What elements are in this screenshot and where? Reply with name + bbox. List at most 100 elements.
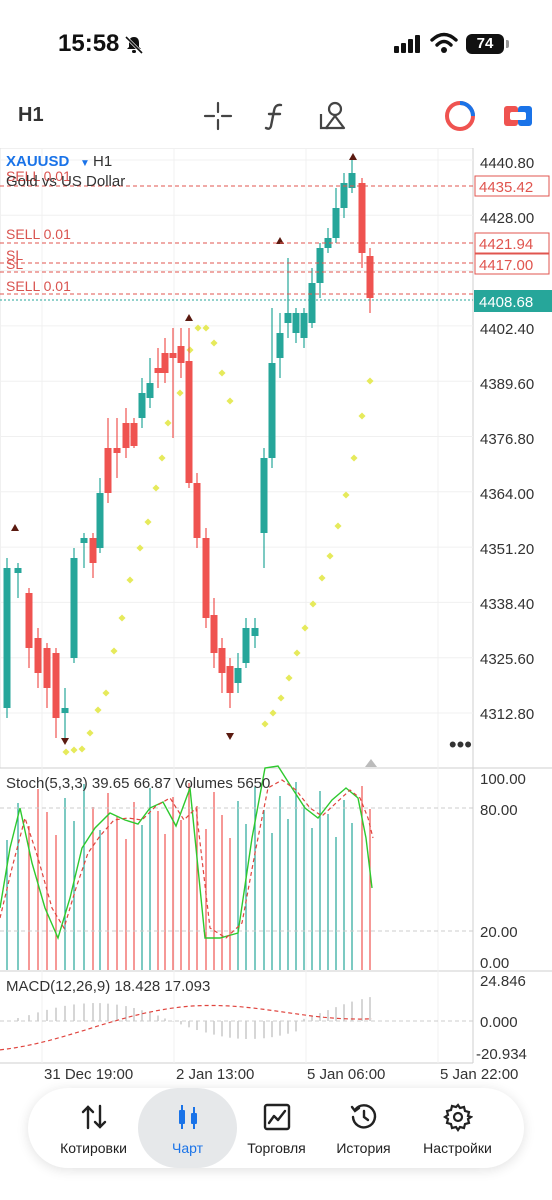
more-options-icon[interactable]: ••• xyxy=(449,732,472,757)
sar-dot xyxy=(94,706,102,714)
current-price-tag xyxy=(474,290,552,312)
candle-body xyxy=(308,283,316,323)
one-click-trading-icon[interactable] xyxy=(502,100,534,132)
candle-body xyxy=(130,423,138,446)
chart-timeframe: H1 xyxy=(93,153,112,170)
stoch-level-label: 0.00 xyxy=(480,955,509,972)
trade-icon xyxy=(263,1103,291,1131)
sar-dot xyxy=(326,552,334,560)
sar-dot xyxy=(318,574,326,582)
candle-body xyxy=(284,313,292,323)
candle-body xyxy=(34,638,42,673)
candle-body xyxy=(234,668,242,683)
sar-dot xyxy=(176,389,184,397)
candle-body xyxy=(316,248,324,283)
candle-body xyxy=(358,183,366,253)
time-label: 2 Jan 13:00 xyxy=(176,1066,255,1083)
sar-dot xyxy=(136,544,144,552)
nav-quotes[interactable]: Котировки xyxy=(44,1088,143,1168)
macd-histogram xyxy=(17,997,371,1039)
candle-body xyxy=(276,333,284,358)
stoploss-price-tag-text: 4417.00 xyxy=(479,257,533,274)
bottom-navigation: Котировки Чарт Торговля История xyxy=(28,1088,524,1168)
time-label: 5 Jan 06:00 xyxy=(307,1066,386,1083)
chart-area[interactable]: SELL 0.01 SELL 0.01 SL SL SELL 0.01 XAUU… xyxy=(0,147,552,1068)
status-bar: 15:58 74 xyxy=(0,0,552,90)
macd-label: MACD(12,26,9) 18.428 17.093 xyxy=(6,978,210,995)
history-icon xyxy=(350,1104,377,1129)
sar-dot xyxy=(342,491,350,499)
order-price-tag-text: 4435.42 xyxy=(479,179,533,196)
nav-chart[interactable]: Чарт xyxy=(138,1088,237,1168)
status-time: 15:58 xyxy=(58,30,120,57)
objects-icon[interactable] xyxy=(318,100,350,132)
candle-body xyxy=(70,558,78,658)
sar-dot xyxy=(293,649,301,657)
candle-body xyxy=(202,538,210,618)
price-tags: 4435.42 4421.94 4417.00 4408.68 xyxy=(474,175,552,312)
sar-dot xyxy=(358,412,366,420)
candle-body xyxy=(300,313,308,338)
candle-body xyxy=(3,568,11,708)
nav-settings[interactable]: Настройки xyxy=(408,1088,507,1168)
price-axis: 4440.80 4428.00 4402.40 4389.60 4376.80 … xyxy=(480,155,534,723)
settings-icon xyxy=(443,1103,473,1132)
stoch-level-label: 100.00 xyxy=(480,771,526,788)
order-label[interactable]: SELL 0.01 xyxy=(6,226,71,242)
candle-body xyxy=(169,353,177,358)
candle-body xyxy=(268,363,276,458)
nav-trade[interactable]: Торговля xyxy=(227,1088,326,1168)
fractal-up-marker xyxy=(276,237,284,244)
stoch-main-line xyxy=(0,765,373,941)
nav-label: Котировки xyxy=(60,1140,127,1156)
time-label: 31 Dec 19:00 xyxy=(44,1066,134,1083)
nav-label: Настройки xyxy=(423,1140,492,1156)
price-label: 4376.80 xyxy=(480,431,534,448)
stoch-level-label: 20.00 xyxy=(480,924,518,941)
sar-dot xyxy=(78,745,86,753)
sar-dot xyxy=(144,518,152,526)
sar-dot xyxy=(277,694,285,702)
sar-dot xyxy=(202,324,210,332)
stoploss-label[interactable]: SL xyxy=(6,256,23,272)
order-label[interactable]: SELL 0.01 xyxy=(6,168,71,184)
sar-dot xyxy=(158,454,166,462)
symbol-name[interactable]: XAUUSD xyxy=(6,153,70,170)
stoploss-price-tag xyxy=(474,253,550,275)
chart-shift-marker[interactable] xyxy=(365,759,377,767)
timeframe-button[interactable]: H1 xyxy=(18,104,44,126)
symbol-dropdown-icon[interactable]: ▼ xyxy=(80,158,90,169)
sar-dot xyxy=(126,576,134,584)
battery-cap xyxy=(506,40,509,48)
candle-body xyxy=(218,648,226,673)
crosshair-icon[interactable] xyxy=(202,100,234,132)
macd-signal-line xyxy=(0,1004,373,1051)
candle-body xyxy=(113,448,121,453)
price-label: 4428.00 xyxy=(480,210,534,227)
fractal-up-marker xyxy=(11,524,19,531)
chart-canvas[interactable]: SELL 0.01 SELL 0.01 SL SL SELL 0.01 XAUU… xyxy=(0,147,552,1068)
sar-dot xyxy=(226,397,234,405)
nav-history[interactable]: История xyxy=(314,1088,413,1168)
sar-dot xyxy=(210,339,218,347)
candle-body xyxy=(340,183,348,208)
macd-level-label: 24.846 xyxy=(480,973,526,990)
sar-dot xyxy=(118,614,126,622)
candle-body xyxy=(43,648,51,688)
time-label: 5 Jan 22:00 xyxy=(440,1066,519,1083)
price-label: 4312.80 xyxy=(480,706,534,723)
indicators-icon[interactable] xyxy=(260,100,292,132)
stoch-pane: Stoch(5,3,3) 39.65 66.87 Volumes 5650 10… xyxy=(0,765,526,972)
price-label: 4389.60 xyxy=(480,376,534,393)
stoploss-label[interactable]: SL xyxy=(6,247,23,263)
candle-body xyxy=(332,208,340,238)
order-label[interactable]: SELL 0.01 xyxy=(6,278,71,294)
nav-label: Чарт xyxy=(171,1140,203,1156)
candle-body xyxy=(242,628,250,663)
candle-body xyxy=(154,368,162,373)
account-icon[interactable] xyxy=(444,100,476,132)
candle-body xyxy=(25,593,33,648)
sar-dot xyxy=(218,369,226,377)
sar-dot xyxy=(309,600,317,608)
price-label: 4351.20 xyxy=(480,541,534,558)
